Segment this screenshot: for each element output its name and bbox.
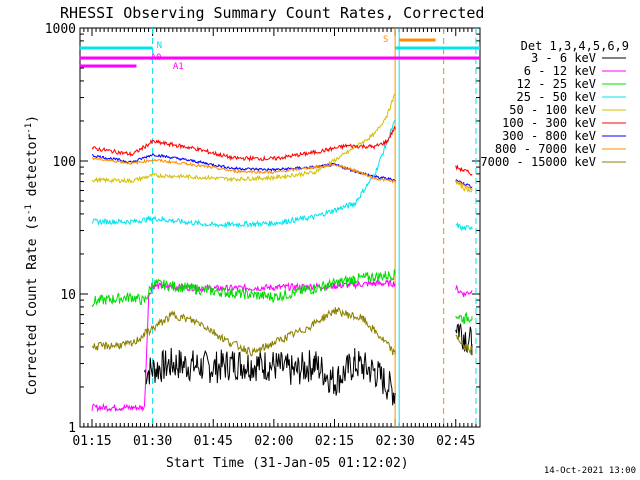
x-axis-label: Start Time (31-Jan-05 01:12:02) bbox=[166, 456, 409, 471]
chart-title: RHESSI Observing Summary Count Rates, Co… bbox=[60, 4, 484, 22]
series-line-after-gap bbox=[455, 334, 473, 356]
night-flag-label: N bbox=[157, 41, 162, 51]
footer-date: 14-Oct-2021 13:00 bbox=[544, 466, 636, 476]
plot-frame bbox=[79, 27, 481, 428]
legend-entry-label: 12 - 25 keV bbox=[517, 77, 596, 91]
y-axis-label-sup2: -1 bbox=[24, 123, 34, 134]
legend-entry-label: 25 - 50 keV bbox=[517, 90, 596, 104]
x-tick-label: 01:15 bbox=[72, 434, 111, 449]
legend-entry-label: 300 - 800 keV bbox=[502, 129, 596, 143]
a0-flag-label: A0 bbox=[151, 53, 162, 63]
y-axis-label-mid: detector bbox=[25, 134, 40, 205]
series-line bbox=[91, 279, 396, 413]
series-line bbox=[144, 347, 396, 406]
series-line bbox=[91, 307, 396, 357]
x-tick-label: 02:45 bbox=[436, 434, 475, 449]
legend-entry-label: 100 - 300 keV bbox=[502, 116, 596, 130]
y-axis-label-end: ) bbox=[25, 115, 40, 123]
plot-area: 1 10 100 1000 01:15 01:30 01:45 02:00 02:15 02:30… bbox=[45, 22, 481, 449]
series-line-after-gap bbox=[455, 164, 473, 177]
legend-entry-label: 3 - 6 keV bbox=[531, 51, 596, 65]
y-axis-label: Corrected Count Rate (s-1 detector-1) bbox=[24, 115, 40, 395]
series-line-after-gap bbox=[455, 284, 473, 298]
saa-flag-label: S bbox=[383, 35, 388, 45]
series-line bbox=[91, 125, 396, 163]
x-tick-label: 02:00 bbox=[254, 434, 293, 449]
y-tick-label: 1 bbox=[68, 421, 76, 436]
y-axis-label-main: Corrected Count Rate (s bbox=[25, 215, 40, 395]
series-line bbox=[91, 269, 396, 308]
legend-title: Det 1,3,4,5,6,9 bbox=[521, 39, 629, 53]
x-tick-label: 01:30 bbox=[133, 434, 172, 449]
series-line-after-gap bbox=[455, 180, 473, 194]
x-tick-label: 02:15 bbox=[315, 434, 354, 449]
y-tick-label: 100 bbox=[53, 155, 76, 170]
legend-entry-label: 800 - 7000 keV bbox=[495, 142, 596, 156]
series-line-after-gap bbox=[455, 221, 473, 232]
legend-entry-label: 7000 - 15000 keV bbox=[480, 155, 596, 169]
x-tick-label: 02:30 bbox=[376, 434, 415, 449]
legend-entry-label: 50 - 100 keV bbox=[509, 103, 596, 117]
series-line bbox=[91, 93, 396, 184]
y-tick-label: 10 bbox=[60, 288, 76, 303]
y-tick-label: 1000 bbox=[45, 22, 76, 37]
x-tick-label: 01:45 bbox=[194, 434, 233, 449]
series-line bbox=[91, 118, 396, 229]
a1-flag-label: A1 bbox=[173, 62, 184, 72]
legend-entry-label: 6 - 12 keV bbox=[524, 64, 596, 78]
series-line-after-gap bbox=[455, 311, 473, 324]
series-line-after-gap bbox=[455, 322, 473, 356]
y-axis-label-sup1: -1 bbox=[24, 204, 34, 215]
series-line bbox=[91, 156, 396, 184]
series-line-after-gap bbox=[455, 180, 473, 191]
